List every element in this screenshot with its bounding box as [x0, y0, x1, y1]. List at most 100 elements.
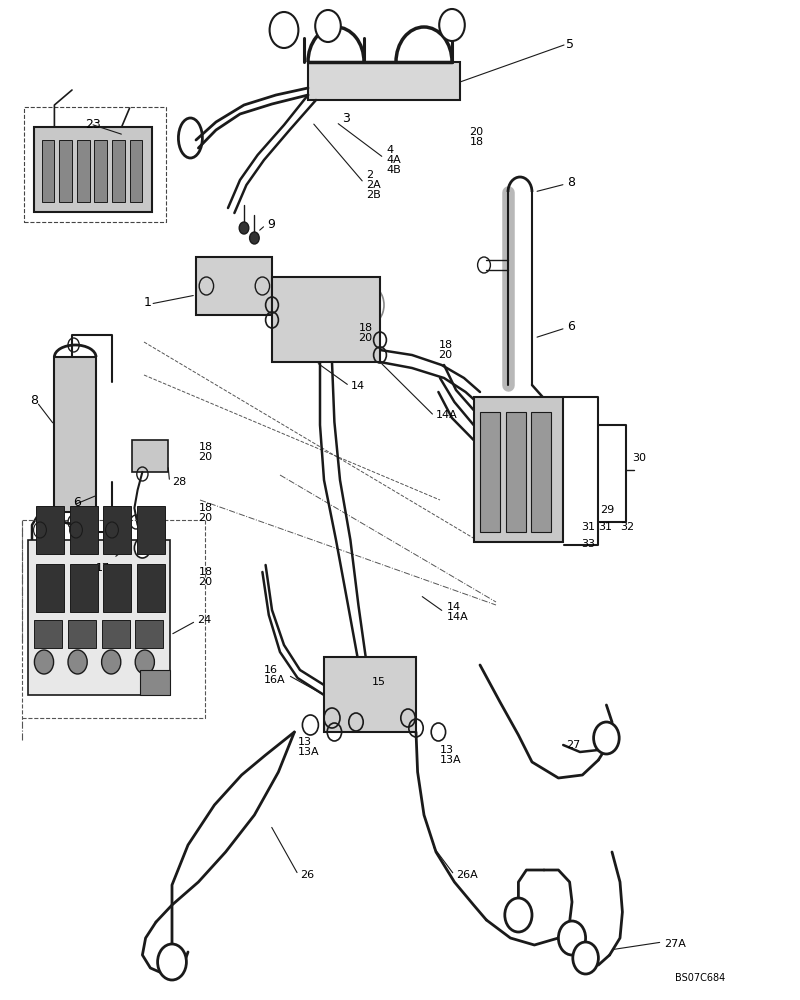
Text: 6: 6 [567, 320, 575, 334]
Text: 20: 20 [198, 452, 213, 462]
Text: 26: 26 [300, 870, 314, 880]
Circle shape [439, 9, 465, 41]
Bar [103, 506, 131, 554]
Bar [112, 140, 125, 202]
Bar [34, 127, 152, 212]
Bar [474, 397, 563, 542]
Circle shape [558, 921, 586, 955]
Bar [54, 357, 96, 512]
Text: 2B: 2B [366, 190, 381, 200]
Text: 9: 9 [267, 218, 275, 231]
Text: 1: 1 [144, 296, 152, 308]
Bar [59, 140, 72, 202]
Circle shape [158, 944, 186, 980]
Text: 32: 32 [620, 522, 634, 532]
Circle shape [315, 10, 341, 42]
Bar [196, 257, 272, 315]
Bar [480, 412, 500, 532]
Text: 4: 4 [386, 145, 394, 155]
Text: 26A: 26A [456, 870, 478, 880]
Circle shape [250, 232, 259, 244]
Text: 20: 20 [198, 577, 213, 587]
Circle shape [239, 222, 249, 234]
Text: 2A: 2A [366, 180, 381, 190]
Text: 31: 31 [581, 522, 594, 532]
Text: 20: 20 [512, 427, 526, 437]
Bar [70, 506, 98, 554]
Text: 17: 17 [96, 563, 110, 573]
Bar [34, 620, 62, 648]
Bar [137, 564, 165, 612]
Circle shape [135, 650, 154, 674]
Text: 14: 14 [350, 381, 365, 391]
Bar [36, 564, 64, 612]
Text: 20: 20 [358, 333, 373, 343]
Bar [324, 657, 416, 732]
Text: 6: 6 [73, 496, 81, 510]
Text: 18: 18 [358, 323, 373, 333]
Text: 16: 16 [264, 665, 278, 675]
Text: 18: 18 [438, 340, 453, 350]
Circle shape [134, 538, 150, 558]
Text: 13: 13 [440, 745, 454, 755]
Text: 18: 18 [198, 442, 213, 452]
Text: 27A: 27A [664, 939, 686, 949]
Text: 29: 29 [600, 505, 614, 515]
Text: 33: 33 [581, 539, 594, 549]
Text: 23: 23 [85, 117, 101, 130]
Text: 24: 24 [198, 615, 212, 625]
Text: 13A: 13A [440, 755, 462, 765]
Text: 2: 2 [366, 170, 374, 180]
Circle shape [68, 650, 87, 674]
Bar [272, 277, 380, 362]
Text: 18: 18 [512, 437, 526, 447]
Text: 3: 3 [342, 111, 350, 124]
Text: 14A: 14A [446, 612, 468, 622]
Text: 18: 18 [198, 503, 213, 513]
Text: 8: 8 [30, 393, 38, 406]
Text: 20: 20 [198, 513, 213, 523]
Bar [132, 440, 168, 472]
Bar [135, 620, 163, 648]
Bar [36, 506, 64, 554]
Bar [42, 140, 54, 202]
Text: 8: 8 [567, 176, 575, 190]
Bar [140, 670, 170, 695]
Text: 5: 5 [566, 37, 574, 50]
Circle shape [573, 942, 598, 974]
Text: 28: 28 [172, 477, 186, 487]
Bar [506, 412, 526, 532]
Text: 20: 20 [470, 127, 484, 137]
Text: 18: 18 [198, 567, 213, 577]
Bar [68, 620, 96, 648]
Bar [24, 107, 166, 222]
Text: 16A: 16A [264, 675, 286, 685]
Text: 14: 14 [446, 602, 461, 612]
Circle shape [102, 650, 121, 674]
Text: 14A: 14A [436, 410, 458, 420]
Bar [77, 140, 90, 202]
Bar [137, 506, 165, 554]
Bar [531, 412, 551, 532]
Text: 15: 15 [372, 677, 386, 687]
Bar [103, 564, 131, 612]
Text: BS07C684: BS07C684 [675, 973, 725, 983]
Circle shape [505, 898, 532, 932]
Bar [94, 140, 107, 202]
Text: 4B: 4B [386, 165, 401, 175]
Circle shape [594, 722, 619, 754]
Circle shape [270, 12, 298, 48]
Circle shape [34, 650, 54, 674]
Text: 27: 27 [566, 740, 581, 750]
Bar [102, 620, 130, 648]
Text: 13: 13 [298, 737, 312, 747]
Bar [70, 564, 98, 612]
Text: 18: 18 [470, 137, 484, 147]
Text: 30: 30 [632, 453, 646, 463]
Bar [28, 540, 170, 695]
Bar [308, 62, 460, 100]
Bar [22, 520, 205, 718]
Bar [130, 140, 142, 202]
Text: 20: 20 [438, 350, 453, 360]
Text: 31: 31 [598, 522, 613, 532]
